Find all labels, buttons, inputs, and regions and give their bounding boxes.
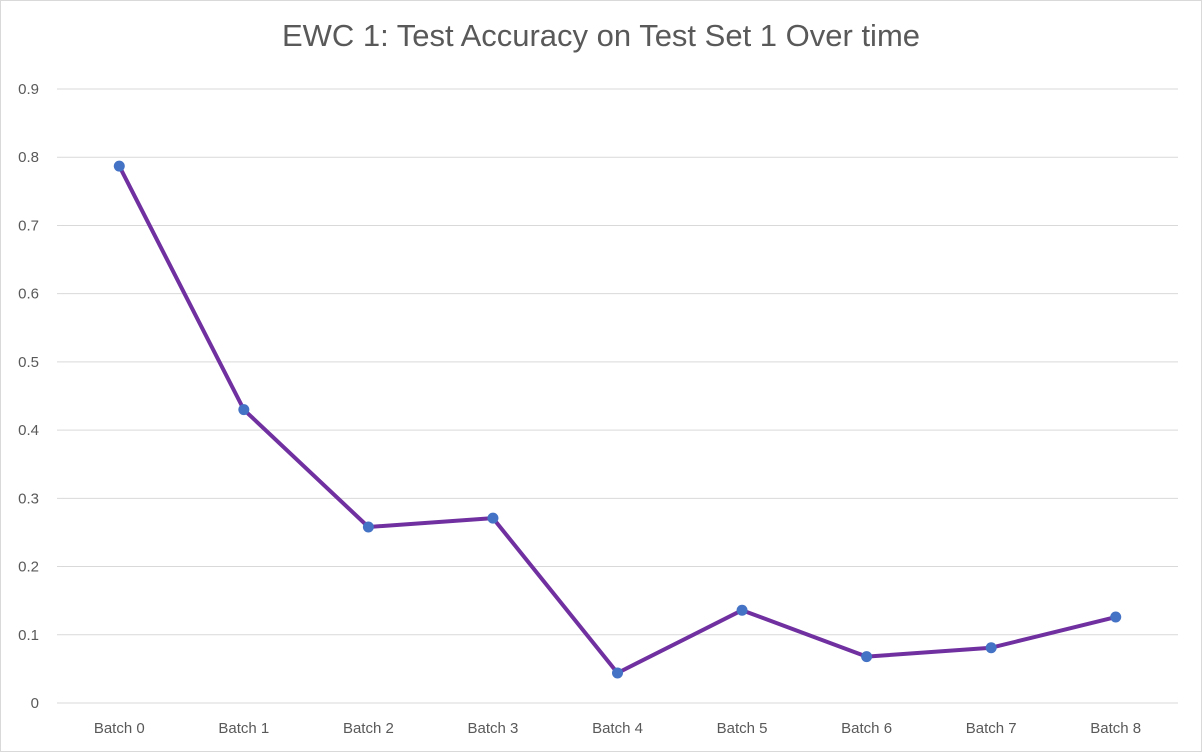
y-tick-label: 0.8 xyxy=(18,149,39,166)
data-point xyxy=(238,404,250,416)
x-tick-label: Batch 5 xyxy=(717,720,768,737)
y-tick-label: 0.4 xyxy=(18,422,39,439)
data-point xyxy=(487,512,499,524)
x-tick-label: Batch 1 xyxy=(218,720,269,737)
data-point xyxy=(612,667,623,679)
x-tick-label: Batch 0 xyxy=(94,720,145,737)
y-tick-label: 0.1 xyxy=(18,627,39,644)
x-tick-label: Batch 4 xyxy=(592,720,643,737)
data-point xyxy=(362,521,374,533)
y-tick-label: 0.2 xyxy=(18,559,39,576)
data-point xyxy=(861,651,873,663)
y-tick-label: 0.3 xyxy=(18,490,39,507)
x-tick-label: Batch 7 xyxy=(966,720,1017,737)
data-point xyxy=(113,160,125,172)
y-tick-label: 0.7 xyxy=(18,217,39,234)
y-tick-label: 0.9 xyxy=(18,81,39,98)
x-tick-label: Batch 3 xyxy=(468,720,519,737)
data-point xyxy=(985,642,997,654)
series-line xyxy=(117,164,1118,675)
x-tick-label: Batch 8 xyxy=(1090,720,1141,737)
data-point xyxy=(1110,611,1122,623)
y-tick-label: 0.5 xyxy=(18,354,39,371)
data-point xyxy=(736,604,748,616)
y-tick-label: 0 xyxy=(31,695,39,712)
y-tick-label: 0.6 xyxy=(18,286,39,303)
chart-title: EWC 1: Test Accuracy on Test Set 1 Over … xyxy=(281,18,921,53)
x-tick-label: Batch 6 xyxy=(841,720,892,737)
x-tick-label: Batch 2 xyxy=(343,720,394,737)
